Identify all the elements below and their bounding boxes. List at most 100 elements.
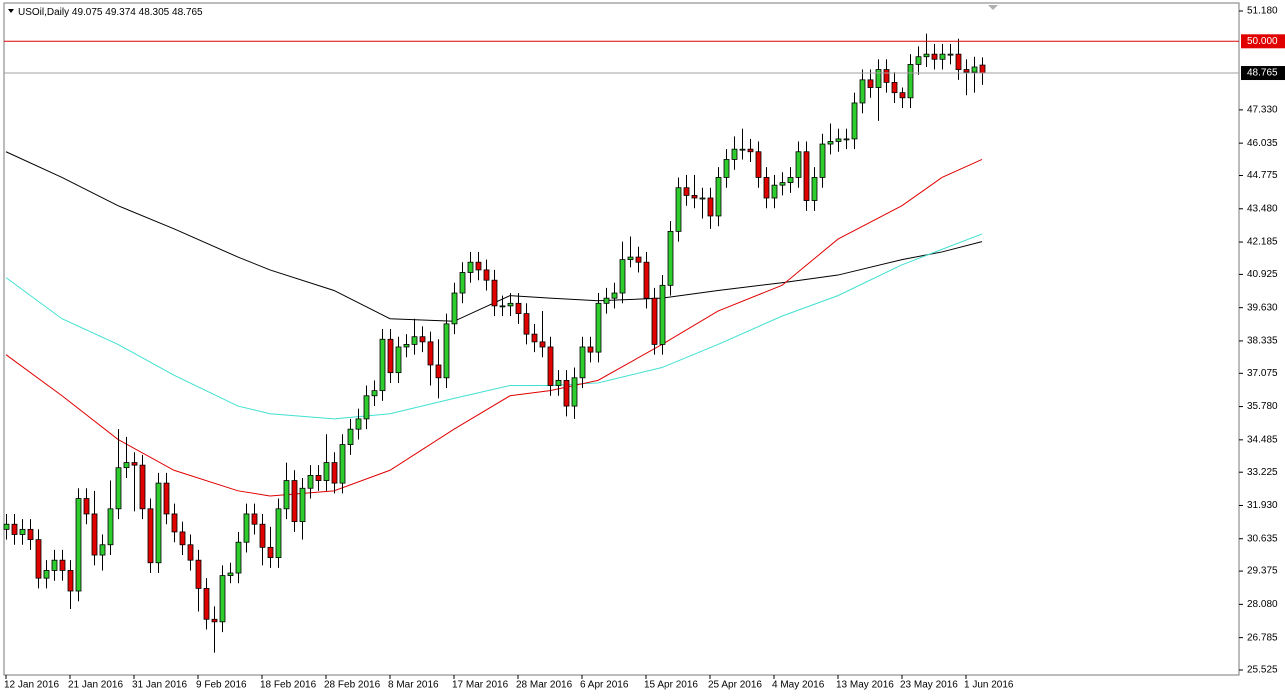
candle-body — [371, 390, 378, 397]
x-tick-label: 8 Mar 2016 — [388, 680, 439, 691]
candle-body — [875, 69, 882, 88]
candle-body — [731, 148, 738, 160]
candle-body — [747, 148, 754, 153]
candle-body — [723, 159, 730, 178]
candle-body — [251, 513, 258, 525]
x-tick-label: 13 May 2016 — [836, 680, 894, 691]
candle-body — [819, 143, 826, 178]
candle-body — [955, 53, 962, 70]
header-high: 49.374 — [105, 7, 136, 18]
candle-body — [963, 69, 970, 73]
candle-body — [227, 572, 234, 576]
candle-body — [699, 197, 706, 200]
candle-body — [379, 338, 386, 392]
x-tick-label: 4 May 2016 — [772, 680, 825, 691]
candle-body — [923, 53, 930, 58]
moving-average-line — [5, 233, 983, 420]
y-tick-label: 33.225 — [1247, 467, 1278, 478]
candle-body — [219, 575, 226, 623]
candle-body — [19, 528, 26, 535]
y-tick-label: 43.480 — [1247, 203, 1278, 214]
candle-body — [115, 467, 122, 510]
y-tick-label: 26.785 — [1247, 632, 1278, 643]
candle-body — [627, 256, 634, 261]
candle-body — [147, 508, 154, 564]
candle-body — [107, 508, 114, 546]
candle-body — [971, 66, 978, 73]
candle-body — [315, 475, 322, 481]
candle-body — [387, 338, 394, 374]
candle-body — [435, 364, 442, 379]
header-open: 49.075 — [72, 7, 103, 18]
candle-body — [411, 336, 418, 345]
candle-body — [979, 64, 986, 74]
candle-body — [515, 302, 522, 314]
candle-body — [843, 138, 850, 141]
candle-body — [27, 528, 34, 541]
candle-body — [707, 197, 714, 217]
y-tick-label: 29.375 — [1247, 566, 1278, 577]
candle-body — [939, 53, 946, 60]
candle-body — [443, 323, 450, 379]
candle-body — [259, 523, 266, 548]
candle-body — [779, 182, 786, 186]
y-tick-label: 28.080 — [1247, 599, 1278, 610]
candle-body — [307, 475, 314, 489]
current-price-box — [1241, 66, 1285, 81]
candle-body — [451, 292, 458, 325]
candle-body — [123, 462, 130, 469]
y-tick-label: 31.930 — [1247, 500, 1278, 511]
candle-body — [51, 559, 58, 571]
candle-body — [355, 418, 362, 430]
header-low: 48.305 — [139, 7, 170, 18]
x-tick-label: 21 Jan 2016 — [68, 680, 123, 691]
level-label: 50.000 — [1247, 36, 1278, 47]
candle-body — [547, 346, 554, 386]
candle-body — [187, 544, 194, 561]
candle-body — [419, 336, 426, 343]
candle-body — [635, 256, 642, 263]
candle-body — [739, 148, 746, 151]
candle-body — [899, 92, 906, 99]
candle-body — [595, 302, 602, 353]
candle-body — [35, 539, 42, 579]
candle-body — [683, 187, 690, 196]
candle-body — [131, 462, 138, 466]
candle-body — [947, 53, 954, 56]
candle-body — [299, 487, 306, 523]
candle-body — [283, 480, 290, 510]
candle-body — [91, 513, 98, 556]
y-tick-label: 38.335 — [1247, 336, 1278, 347]
candle-body — [603, 297, 610, 304]
candle-body — [931, 53, 938, 60]
candle-body — [179, 531, 186, 546]
candle-body — [395, 346, 402, 374]
candle-body — [907, 64, 914, 99]
x-tick-label: 15 Apr 2016 — [644, 680, 698, 691]
x-tick-label: 28 Feb 2016 — [324, 680, 381, 691]
x-tick-label: 25 Apr 2016 — [708, 680, 762, 691]
level-label-box — [1241, 34, 1285, 49]
candle-body — [859, 79, 866, 104]
candle-body — [787, 177, 794, 183]
candle-body — [675, 187, 682, 232]
candle-body — [763, 177, 770, 199]
candle-body — [363, 395, 370, 420]
candle-body — [867, 79, 874, 88]
y-tick-label: 40.925 — [1247, 269, 1278, 280]
y-tick-label: 46.035 — [1247, 138, 1278, 149]
candle-body — [427, 341, 434, 366]
x-tick-label: 18 Feb 2016 — [260, 680, 317, 691]
y-tick-label: 35.780 — [1247, 401, 1278, 412]
candle-body — [171, 513, 178, 533]
candle-body — [555, 379, 562, 386]
candle-body — [195, 559, 202, 589]
candle-body — [483, 269, 490, 281]
y-tick-label: 30.635 — [1247, 533, 1278, 544]
candle-body — [811, 177, 818, 201]
candle-body — [475, 261, 482, 271]
y-tick-label: 39.630 — [1247, 302, 1278, 313]
candle-body — [403, 344, 410, 348]
candle-body — [331, 462, 338, 484]
